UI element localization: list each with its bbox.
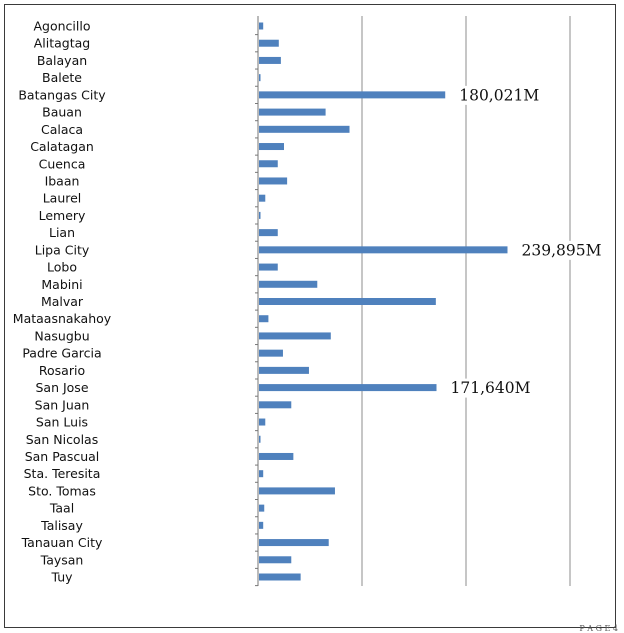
- bar: [259, 487, 335, 495]
- bar: [259, 332, 331, 340]
- bar: [259, 418, 266, 426]
- category-label: Cuenca: [39, 156, 86, 171]
- category-label: Taal: [49, 501, 74, 516]
- category-label: Bauan: [42, 105, 82, 120]
- bar: [259, 91, 446, 99]
- bar: [259, 504, 265, 512]
- bar: [259, 74, 261, 82]
- category-label: Ibaan: [45, 173, 80, 188]
- bar: [259, 349, 283, 357]
- data-label: 239,895M: [521, 241, 601, 259]
- category-label: Lipa City: [35, 242, 90, 257]
- bar: [259, 384, 437, 392]
- category-label: Tanauan City: [21, 535, 103, 550]
- bar: [259, 573, 301, 581]
- category-label: Balayan: [37, 53, 87, 68]
- bar: [259, 143, 284, 151]
- bar: [259, 39, 279, 47]
- category-label: San Jose: [35, 380, 88, 395]
- category-label: Malvar: [41, 294, 84, 309]
- bar: [259, 194, 266, 202]
- bar: [259, 298, 436, 305]
- category-label: Tuy: [50, 570, 73, 585]
- category-label: Mabini: [41, 277, 82, 292]
- data-label-background: [446, 378, 531, 398]
- bar: [259, 401, 292, 409]
- bar: [259, 108, 326, 116]
- category-label: Laurel: [43, 191, 82, 206]
- bar: [259, 125, 350, 133]
- data-label-background: [517, 240, 602, 260]
- category-label: Mataasnakahoy: [13, 311, 112, 326]
- bar: [259, 539, 329, 547]
- category-label: Talisay: [40, 518, 83, 533]
- category-label: Balete: [42, 70, 82, 85]
- category-label: Sta. Teresita: [24, 466, 101, 481]
- data-label: 171,640M: [451, 379, 531, 397]
- bar: [259, 56, 281, 64]
- category-label: San Pascual: [25, 449, 100, 464]
- chart-frame: [4, 4, 616, 628]
- category-label: Lemery: [39, 208, 86, 223]
- bar: [259, 160, 278, 168]
- category-label: Calatagan: [30, 139, 94, 154]
- bar: [259, 366, 309, 374]
- bar: [259, 470, 264, 478]
- bar: [259, 452, 294, 460]
- category-label: San Luis: [36, 415, 88, 430]
- bar: [259, 211, 261, 219]
- category-label: Batangas City: [18, 87, 106, 102]
- page-footer: P A G E 4: [579, 624, 618, 633]
- category-label: Rosario: [39, 363, 85, 378]
- category-label: Sto. Tomas: [28, 483, 96, 498]
- category-label: Agoncillo: [34, 19, 91, 34]
- category-label: Nasugbu: [34, 328, 89, 343]
- bar: [259, 556, 292, 564]
- bar: [259, 435, 261, 443]
- bar: [259, 177, 288, 185]
- category-label: Padre Garcia: [22, 346, 101, 361]
- category-label: San Juan: [35, 397, 90, 412]
- bar: [259, 280, 318, 288]
- category-label: San Nicolas: [26, 432, 98, 447]
- data-label-background: [455, 85, 540, 105]
- bar: [259, 22, 264, 30]
- bar: [259, 229, 278, 237]
- data-label: 180,021M: [459, 86, 539, 104]
- bar: [259, 521, 264, 529]
- bar: [259, 246, 508, 254]
- category-label: Lobo: [47, 260, 77, 275]
- bar: [259, 315, 269, 323]
- bar: [259, 263, 278, 271]
- category-label: Taysan: [40, 552, 84, 567]
- category-label: Alitagtag: [34, 36, 91, 51]
- category-label: Lian: [49, 225, 75, 240]
- category-label: Calaca: [41, 122, 83, 137]
